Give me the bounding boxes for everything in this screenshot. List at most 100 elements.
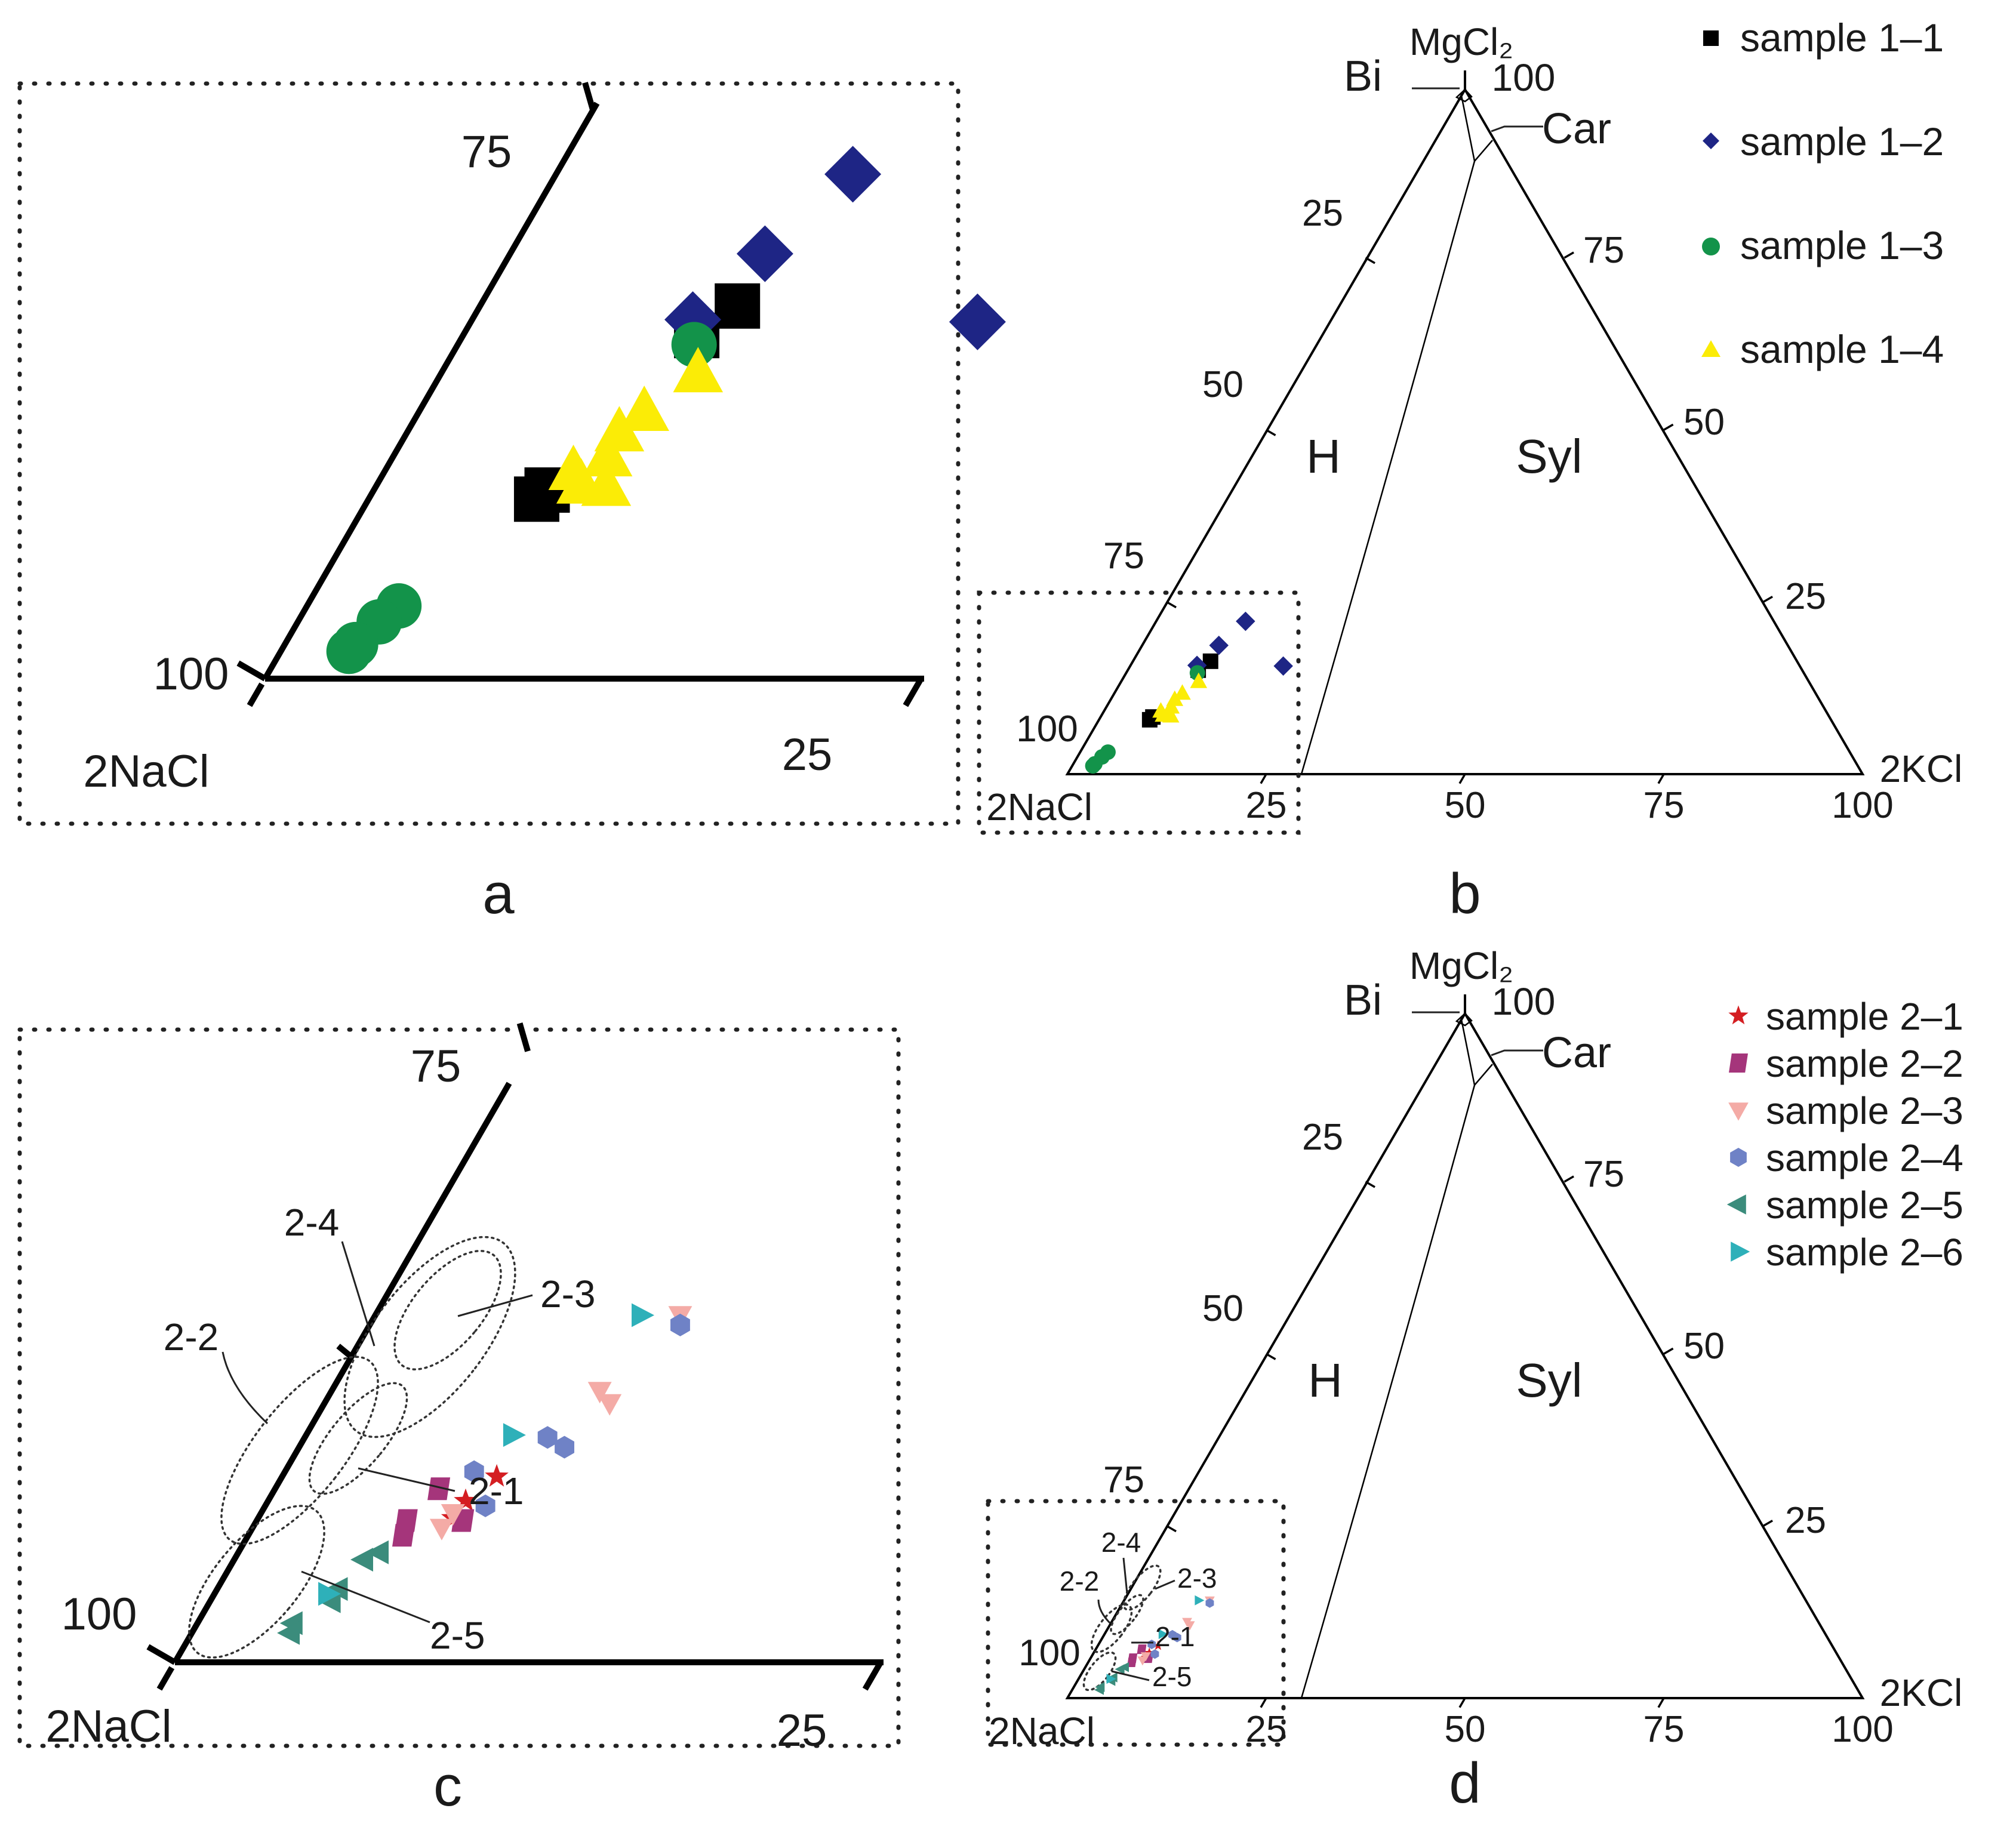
panel-b-point-triangle-up: [1162, 698, 1180, 714]
panel-d-bottom-tick-label-25: 25: [1246, 1709, 1287, 1750]
panel-d-field-bi: Bi: [1344, 976, 1382, 1024]
panel-a-tick-label-100: 100: [153, 649, 229, 700]
panel-d-car-field-boundary: [1460, 1019, 1493, 1087]
panel-c-caption: c: [433, 1754, 462, 1818]
panel-b-field-bi: Bi: [1344, 53, 1382, 100]
panel-c-point-hexagon: [464, 1460, 484, 1483]
panel-c-left-tick-minor: [336, 1344, 353, 1359]
panel-d-left-tick-label-50: 50: [1202, 1288, 1244, 1329]
panel-d-bottom-tick: [1260, 1698, 1267, 1708]
legend-marker-sample-1-1: [1703, 30, 1719, 46]
panel-d-point-parallelogram: [1127, 1658, 1137, 1667]
panel-d-field-syl: Syl: [1516, 1354, 1582, 1407]
panel-d-point-triangle-right: [1158, 1629, 1168, 1640]
legend-2-markers: [1726, 1005, 1750, 1262]
legend-label-sample-2-3: sample 2–3: [1766, 1089, 1963, 1132]
panel-b-ticks: [1166, 251, 1773, 784]
panel-d-ternary: MgCl₂ 100 2NaCl 2KCl Bi Car H Syl 25 50 …: [986, 944, 1962, 1815]
legend-label-sample-1-3: sample 1–3: [1740, 223, 1944, 267]
panel-c-group-label-2-5: 2-5: [430, 1614, 485, 1657]
panel-d-leader-2-4: [1122, 1557, 1128, 1594]
panel-c-points: [277, 1303, 692, 1645]
panel-d-left-tick-label-75: 75: [1103, 1459, 1144, 1501]
panel-c-point-triangle-right: [503, 1423, 526, 1447]
panel-c-ellipse-2-2: [220, 1356, 379, 1545]
panel-c-corner-tick-left: [146, 1644, 177, 1665]
panel-c-left-edge: [172, 1082, 512, 1664]
panel-c-point-hexagon: [555, 1435, 574, 1459]
panel-b-left-apex-label: 2NaCl: [986, 785, 1092, 828]
panel-b-triangle: [1065, 87, 1865, 775]
legend-marker-parallelogram: [1729, 1053, 1748, 1073]
panel-d-left-tick: [1266, 1353, 1276, 1360]
panel-b-point-diamond: [1236, 611, 1255, 631]
panel-b-right-tick-label-75: 75: [1583, 230, 1624, 271]
panel-c-leader-2-4: [341, 1241, 376, 1347]
panel-b-bottom-tick-label-50: 50: [1445, 785, 1486, 826]
panel-b-right-apex-label: 2KCl: [1880, 747, 1963, 790]
panel-a-point-triangle-up: [582, 431, 633, 477]
panel-d-point-triangle-left: [1094, 1684, 1104, 1695]
panel-b-apex-tick-label: 100: [1492, 56, 1556, 99]
legend-marker-triangle-down: [1728, 1102, 1749, 1121]
panel-c-point-parallelogram: [427, 1477, 451, 1501]
panel-d-bi-field: [1455, 1012, 1473, 1027]
panel-b-point-diamond: [1209, 636, 1229, 655]
panel-a-point-square: [715, 283, 761, 329]
panel-c-ticks: [146, 1022, 884, 1691]
legend-label-sample-1-1: sample 1–1: [1740, 16, 1944, 60]
panel-c-corner-label: 2NaCl: [45, 1701, 171, 1752]
panel-d-leader-2-3: [1155, 1579, 1175, 1590]
panel-c-leader-2-5: [301, 1570, 430, 1623]
panel-a-caption: a: [482, 862, 515, 926]
panel-c-leader-2-1: [358, 1467, 455, 1492]
panel-d-right-tick: [1563, 1175, 1574, 1183]
panel-a-point-triangle-up: [581, 460, 632, 506]
panel-a-frame: [17, 81, 961, 826]
panel-c-point-triangle-left: [350, 1548, 373, 1572]
panel-c-group-label-2-2: 2-2: [164, 1316, 219, 1358]
legend-label-sample-2-6: sample 2–6: [1766, 1231, 1963, 1274]
panel-b-bottom-tick: [1657, 774, 1665, 784]
panel-d-right-tick: [1663, 1347, 1674, 1355]
panel-b-bottom-tick-label-25: 25: [1246, 785, 1287, 826]
legend-marker-hexagon: [1730, 1148, 1747, 1167]
panel-d-bottom-tick-label-100: 100: [1832, 1709, 1893, 1750]
panel-b-car-field-boundary: [1460, 95, 1493, 163]
panel-b-points: [1085, 611, 1293, 774]
panel-b-left-tick-label-50: 50: [1202, 364, 1244, 405]
panel-c-group-ellipses: [188, 1236, 516, 1659]
panel-b-right-tick: [1762, 596, 1773, 603]
panel-d-point-triangle-right: [1106, 1674, 1116, 1684]
panel-d-ellipse-2-2: [1090, 1603, 1133, 1653]
panel-c-ellipse-2-5: [188, 1505, 325, 1659]
panel-b-point-triangle-up: [1190, 672, 1208, 688]
panel-d-caption: d: [1449, 1751, 1481, 1815]
panel-c-point-triangle-down: [429, 1518, 454, 1541]
panel-d-left-apex-label: 2NaCl: [989, 1709, 1095, 1752]
panel-d-left-tick: [1166, 1525, 1177, 1533]
panel-a-bottom-tick-25: [903, 677, 924, 707]
panel-b-ternary: MgCl₂ 100 2NaCl 2KCl Bi Car H Syl 25 50 …: [977, 20, 1963, 926]
legend-group-1: sample 1–1 sample 1–2 sample 1–3 sample …: [1701, 16, 1944, 371]
panel-c-point-triangle-down: [598, 1394, 622, 1416]
panel-c-leader-2-2: [221, 1351, 269, 1425]
panel-b-field-h: H: [1306, 430, 1341, 483]
panel-b-h-syl-boundary: [1300, 161, 1476, 775]
panel-c-group-label-2-1: 2-1: [469, 1470, 524, 1512]
panel-d-bottom-tick-label-50: 50: [1445, 1709, 1486, 1750]
panel-d-group-label-2-2: 2-2: [1060, 1566, 1099, 1597]
panel-a-point-circle: [671, 322, 717, 368]
panel-d-left-tick: [1365, 1181, 1375, 1188]
panel-d-leader-2-2: [1097, 1599, 1112, 1625]
panel-c-leader-2-3: [457, 1294, 533, 1317]
panel-d-group-label-2-3: 2-3: [1177, 1563, 1217, 1594]
legend-group-2: sample 2–1 sample 2–2 sample 2–3 sample …: [1726, 995, 1963, 1274]
panel-c-point-triangle-left: [277, 1621, 300, 1645]
panel-d-bottom-tick-label-75: 75: [1643, 1709, 1685, 1750]
panel-d-right-tick-label-25: 25: [1785, 1500, 1826, 1541]
legend-marker-star: [1728, 1005, 1749, 1025]
panel-a-tick-label-25: 25: [782, 729, 833, 780]
panel-c-group-label-2-4: 2-4: [284, 1201, 340, 1244]
